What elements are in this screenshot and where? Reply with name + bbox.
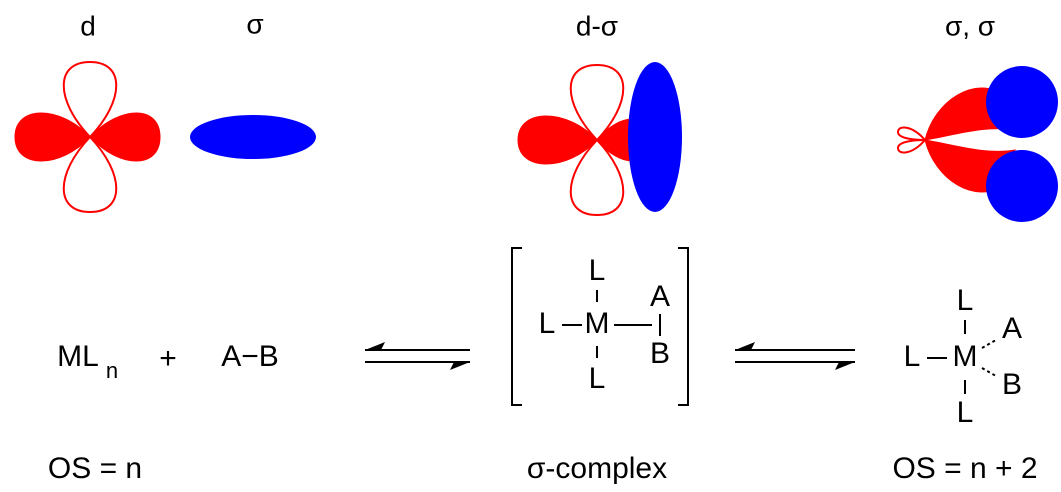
metal: M [953, 340, 978, 373]
equilibrium-arrow [365, 342, 470, 370]
bracket [511, 247, 522, 406]
bond [981, 367, 997, 377]
bracket [678, 247, 689, 406]
sigma-sigma-orbital [896, 66, 1058, 222]
subscript: n [106, 358, 118, 383]
caption: OS = n + 2 [892, 452, 1037, 485]
caption: σ-complex [527, 452, 667, 485]
plus: + [159, 342, 177, 375]
substrate: A−B [221, 340, 279, 373]
bond [981, 339, 997, 349]
ligand: L [589, 254, 606, 287]
atom: B [650, 337, 670, 370]
orbital-label: σ [246, 8, 263, 39]
d-sigma-orbital [517, 62, 682, 217]
d-orbital [14, 60, 161, 214]
ligand: L [904, 340, 921, 373]
orbital-label: σ, σ [945, 10, 995, 41]
orbital-label: d-σ [576, 10, 618, 41]
orbital-label: d [80, 10, 96, 41]
atom: B [1002, 368, 1022, 401]
atom: A [1002, 312, 1022, 345]
ligand: L [539, 307, 556, 340]
atom: A [650, 280, 670, 313]
sigma-orbital [190, 115, 316, 159]
metal: M [585, 307, 610, 340]
metal: ML [57, 340, 99, 373]
ligand: L [957, 284, 974, 317]
equilibrium-arrow [735, 342, 855, 370]
ligand: L [589, 362, 606, 395]
ligand: L [957, 396, 974, 429]
caption: OS = n [48, 452, 142, 485]
